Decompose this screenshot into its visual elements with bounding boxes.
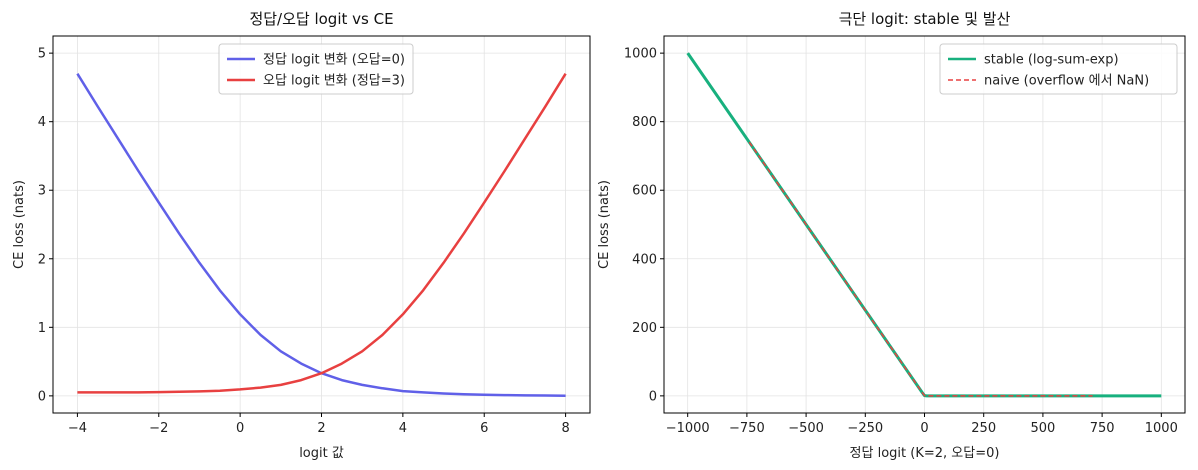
y-tick-label: 1 bbox=[38, 321, 46, 336]
x-tick-label: 1000 bbox=[1145, 421, 1178, 436]
chart-left: −4 −2 0 2 4 6 8 0 1 2 3 4 5 정답/오답 logit vs CE logit 값 C… bbox=[12, 10, 591, 461]
x-tick-label: 500 bbox=[1030, 421, 1055, 436]
y-axis-label: CE loss (nats) bbox=[12, 180, 27, 269]
y-tick-label: 0 bbox=[649, 389, 657, 404]
x-tick-label: 0 bbox=[920, 421, 928, 436]
legend: stable (log-sum-exp) naive (overflow 에서 N… bbox=[939, 43, 1178, 95]
y-tick-label: 1000 bbox=[624, 47, 657, 62]
x-axis-label: logit 값 bbox=[299, 446, 344, 461]
y-tick-label: 5 bbox=[38, 47, 46, 62]
y-tick-label: 2 bbox=[38, 252, 46, 267]
series-line-2 bbox=[77, 73, 567, 394]
x-tick-label: −4 bbox=[68, 421, 87, 436]
y-tick-label: 4 bbox=[38, 115, 46, 130]
x-tick-label: −500 bbox=[788, 421, 824, 436]
legend-label-1: stable (log-sum-exp) bbox=[984, 53, 1119, 68]
x-tick-label: 6 bbox=[480, 421, 488, 436]
legend-label-2: naive (overflow 에서 NaN) bbox=[984, 74, 1149, 89]
chart-title: 정답/오답 logit vs CE bbox=[249, 10, 393, 28]
legend-box bbox=[939, 43, 1178, 95]
x-axis-label: 정답 logit (K=2, 오답=0) bbox=[850, 446, 1000, 461]
legend: 정답 logit 변화 (오답=0) 오답 logit 변화 (정답=3) bbox=[218, 43, 414, 95]
y-axis-label: CE loss (nats) bbox=[597, 180, 612, 269]
y-tick-label: 3 bbox=[38, 184, 46, 199]
x-tick-label: 0 bbox=[236, 421, 244, 436]
series-line-2 bbox=[748, 141, 1093, 397]
y-tick-label: 400 bbox=[632, 252, 657, 267]
x-tick-label: 250 bbox=[971, 421, 996, 436]
legend-label-1: 정답 logit 변화 (오답=0) bbox=[263, 53, 405, 68]
y-tick-label: 200 bbox=[632, 321, 657, 336]
x-tick-label: −750 bbox=[729, 421, 765, 436]
x-tick-label: −250 bbox=[847, 421, 883, 436]
x-tick-label: 8 bbox=[561, 421, 569, 436]
x-tick-label: −2 bbox=[149, 421, 168, 436]
x-tick-label: −1000 bbox=[666, 421, 710, 436]
legend-box bbox=[218, 43, 414, 95]
chart-title: 극단 logit: stable 및 발산 bbox=[839, 10, 1011, 28]
x-tick-label: 4 bbox=[399, 421, 407, 436]
y-tick-label: 0 bbox=[38, 389, 46, 404]
chart-right: −1000 −750 −500 −250 0 250 500 750 1000 0 200 400 60… bbox=[597, 10, 1186, 461]
x-tick-label: 2 bbox=[317, 421, 325, 436]
y-tick-label: 600 bbox=[632, 184, 657, 199]
y-tick-label: 800 bbox=[632, 115, 657, 130]
x-tick-label: 750 bbox=[1090, 421, 1115, 436]
legend-label-2: 오답 logit 변화 (정답=3) bbox=[263, 74, 405, 89]
